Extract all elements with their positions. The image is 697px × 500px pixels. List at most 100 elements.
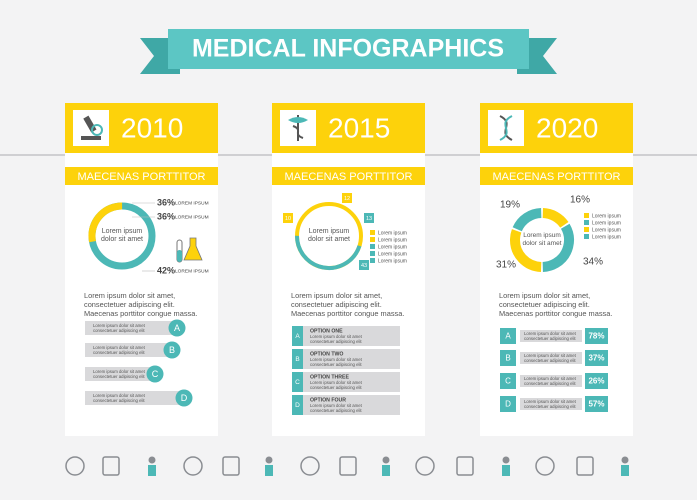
icon (502, 465, 510, 476)
icon (456, 456, 474, 476)
dna (499, 115, 513, 141)
badge-value: 12 (344, 196, 350, 202)
item-bar (85, 343, 172, 357)
subheader (272, 167, 425, 185)
option-text: Lorem ipsum dolor sit amet consectetuer … (310, 357, 362, 368)
option-badge (292, 395, 303, 415)
icon (300, 456, 320, 476)
caduceus (292, 125, 304, 139)
year: 2020 (536, 112, 598, 143)
item-text: Lorem ipsum dolor sit amet consectetuer … (524, 353, 576, 364)
callout-value: 36% (157, 197, 175, 207)
badge-value: 43 (361, 263, 367, 269)
percent-label: 31% (496, 260, 516, 271)
item-value: 78% (588, 332, 604, 341)
icon (265, 465, 273, 476)
legend-swatch (370, 237, 375, 242)
option-bar (303, 372, 400, 392)
microscope (91, 124, 103, 136)
item-text: Lorem ipsum dolor sit amet consectetuer … (93, 393, 145, 404)
icon-row (65, 456, 629, 476)
option-bar (303, 326, 400, 346)
item-letter: C (152, 369, 159, 379)
item-value-box (585, 328, 608, 344)
legend-swatch (584, 227, 589, 232)
legend-swatch (370, 244, 375, 249)
item-letter: B (169, 345, 175, 355)
caduceus (288, 117, 308, 123)
item-value-box (585, 350, 608, 366)
item-text: Lorem ipsum dolor sit amet consectetuer … (93, 369, 145, 380)
microscope (81, 136, 101, 140)
item-letter: C (505, 377, 511, 386)
donut-text: Lorem ipsum dolor sit amet (522, 232, 562, 247)
donut-segment (295, 202, 363, 270)
badge-value: 10 (285, 216, 291, 222)
icon (183, 456, 203, 476)
item-bar (520, 398, 582, 410)
option-title: OPTION FOUR (310, 397, 346, 403)
donut-text: Lorem ipsum dolor sit amet (100, 228, 144, 244)
icon (265, 456, 273, 464)
heading: MAECENAS PORTTITOR (78, 171, 206, 183)
option-badge (292, 372, 303, 392)
legend-swatch (370, 258, 375, 263)
test-tube-fill (177, 250, 182, 262)
option-text: Lorem ipsum dolor sit amet consectetuer … (310, 334, 362, 345)
item-bar (85, 367, 155, 381)
item-letter: D (181, 393, 188, 403)
item-value: 57% (588, 400, 604, 409)
legend-swatch (584, 213, 589, 218)
badge (342, 193, 352, 203)
legend-label: Lorem ipsum (378, 251, 407, 257)
badge (283, 213, 293, 223)
donut-text: Lorem ipsum dolor sit amet (307, 228, 351, 244)
option-title: OPTION THREE (310, 374, 349, 380)
legend-label: Lorem ipsum (592, 213, 621, 219)
donut-segment (510, 208, 574, 272)
legend-swatch (370, 251, 375, 256)
subheader (480, 167, 633, 185)
heading: MAECENAS PORTTITOR (493, 171, 621, 183)
item-badge (168, 319, 186, 337)
option-title: OPTION ONE (310, 328, 343, 334)
icon (621, 465, 629, 476)
option-title: OPTION TWO (310, 351, 343, 357)
icon (382, 465, 390, 476)
option-badge (292, 349, 303, 369)
percent-label: 16% (570, 195, 590, 206)
icon (382, 456, 390, 464)
item-text: Lorem ipsum dolor sit amet consectetuer … (524, 331, 576, 342)
legend-swatch (370, 230, 375, 235)
item-badge (500, 350, 516, 366)
percent-label: 19% (500, 200, 520, 211)
item-bar (85, 321, 177, 335)
item-badge (175, 389, 193, 407)
option-letter: C (295, 379, 300, 386)
badge (359, 260, 369, 270)
year: 2015 (328, 112, 390, 143)
legend-swatch (584, 234, 589, 239)
icon (65, 456, 85, 476)
icon (415, 456, 435, 476)
option-letter: A (295, 333, 300, 340)
body-text: Lorem ipsum dolor sit amet, consectetuer… (499, 291, 613, 318)
callout-label: LOREM IPSUM (175, 268, 209, 274)
legend-label: Lorem ipsum (378, 237, 407, 243)
legend-label: Lorem ipsum (592, 220, 621, 226)
item-value-box (585, 373, 608, 389)
badge (364, 213, 374, 223)
item-badge (500, 328, 516, 344)
item-letter: A (174, 323, 180, 333)
icon (502, 456, 510, 464)
option-letter: D (295, 402, 300, 409)
legend-label: Lorem ipsum (378, 244, 407, 250)
item-letter: D (505, 400, 511, 409)
icon (148, 465, 156, 476)
item-letter: A (505, 332, 511, 341)
donut-segment (510, 208, 574, 272)
item-value: 26% (588, 377, 604, 386)
title-banner (168, 29, 529, 69)
